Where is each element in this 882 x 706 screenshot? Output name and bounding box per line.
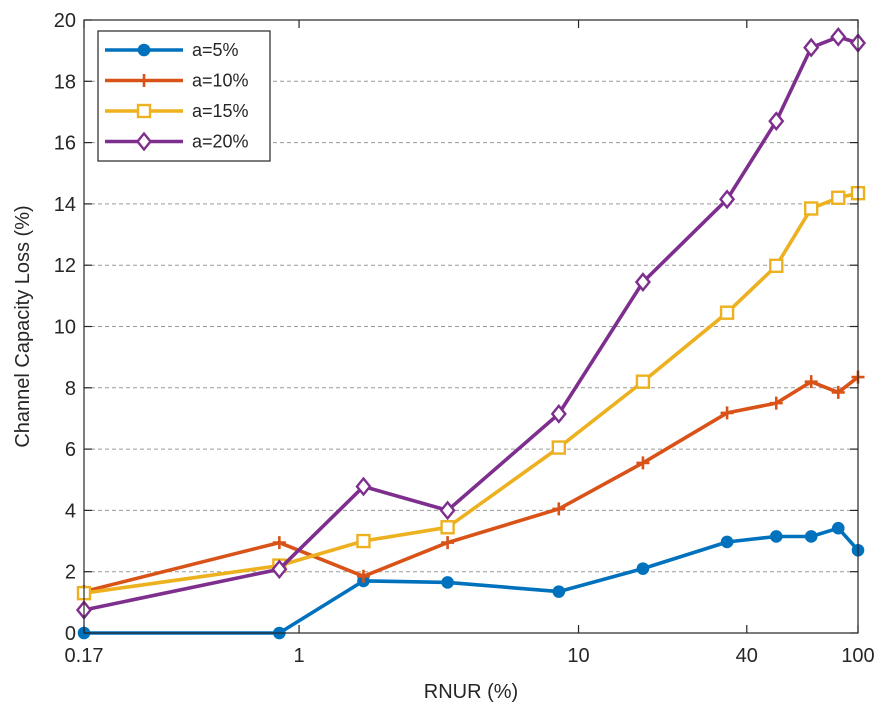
x-axis-label: RNUR (%)	[424, 681, 518, 703]
data-point-3-3	[356, 533, 371, 549]
data-point-2-6	[636, 456, 650, 470]
y-tick-label: 20	[54, 10, 76, 32]
legend-label-2: a=10%	[192, 71, 249, 91]
data-point-3-6	[635, 374, 651, 389]
data-point-2-7	[720, 406, 734, 420]
x-tick-label: 100	[841, 645, 874, 667]
data-point-2-5	[552, 502, 566, 516]
data-point-2-10	[831, 385, 845, 399]
data-point-1-10	[831, 521, 845, 535]
data-point-1-7	[720, 535, 734, 549]
legend: a=5% a=10% a=15% a=20%	[97, 30, 271, 162]
legend-label-3: a=15%	[192, 101, 249, 121]
y-tick-label: 18	[54, 71, 76, 93]
series-line-1	[84, 526, 860, 635]
x-tick-label: 10	[567, 645, 589, 667]
data-point-3-5	[551, 440, 567, 455]
data-point-4-6	[634, 272, 651, 292]
data-point-4-10	[830, 26, 847, 47]
y-axis-label: Channel Capacity Loss (%)	[12, 205, 34, 447]
legend-label-4: a=20%	[192, 132, 249, 152]
data-point-1-5	[552, 585, 566, 598]
y-tick-label: 6	[65, 439, 76, 461]
y-tick-label: 8	[65, 378, 76, 400]
legend-box	[97, 30, 271, 162]
legend-marker-4	[135, 131, 153, 152]
data-point-2-8	[769, 396, 783, 410]
data-point-3-9	[803, 201, 819, 216]
data-point-2-9	[804, 375, 818, 389]
data-point-4-9	[803, 37, 820, 58]
data-point-4-2	[271, 559, 288, 580]
axis-ticks: 0 2 4 6 8 10 12 14 16 18 20 0.17 1 10 40 100	[54, 10, 875, 667]
data-point-3-4	[440, 520, 455, 535]
data-point-4-8	[768, 111, 785, 132]
legend-label-1: a=5%	[192, 40, 239, 60]
data-point-2-2	[272, 536, 286, 550]
series-line-3	[83, 191, 859, 595]
grid-lines	[84, 80, 858, 573]
data-point-1-4	[441, 576, 454, 589]
data-point-4-4	[439, 500, 456, 521]
legend-marker-3	[136, 103, 152, 119]
y-tick-label: 10	[54, 317, 76, 339]
x-tick-label: 1	[294, 645, 305, 667]
y-tick-label: 4	[65, 500, 76, 522]
y-tick-label: 0	[65, 623, 76, 645]
data-point-1-6	[636, 562, 650, 575]
legend-marker-2	[137, 74, 151, 87]
x-tick-label: 40	[736, 645, 758, 667]
data-point-3-7	[719, 305, 735, 320]
y-tick-label: 14	[54, 194, 76, 216]
data-point-4-3	[355, 476, 372, 497]
legend-marker-1	[137, 43, 151, 57]
data-point-3-8	[769, 258, 784, 274]
data-point-1-9	[804, 530, 818, 543]
data-point-4-5	[550, 403, 567, 424]
series-2	[77, 370, 865, 599]
data-point-4-7	[719, 189, 736, 210]
data-point-2-3	[356, 569, 370, 583]
data-point-1-8	[769, 530, 783, 543]
series-line-2	[83, 375, 860, 594]
series-1	[77, 521, 865, 640]
data-point-2-4	[441, 536, 455, 550]
data-point-3-10	[831, 190, 846, 205]
y-tick-label: 2	[65, 562, 76, 584]
y-tick-label: 12	[54, 255, 76, 277]
x-tick-label: 0.17	[65, 645, 104, 667]
y-tick-label: 16	[54, 133, 76, 155]
